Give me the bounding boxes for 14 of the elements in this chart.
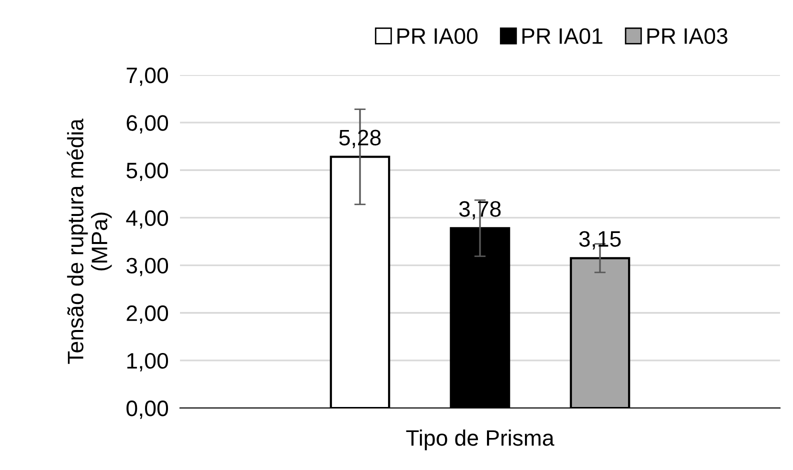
y-tick-label: 6,00 xyxy=(126,115,168,134)
data-label: 3,15 xyxy=(579,231,621,250)
y-tick-label: 7,00 xyxy=(126,68,168,86)
legend-label: PR IA01 xyxy=(522,28,602,44)
y-tick-label: 5,00 xyxy=(126,162,168,182)
legend-label: PR IA00 xyxy=(397,28,478,44)
x-axis-title: Tipo de Prisma xyxy=(406,430,554,450)
y-tick-label: 1,00 xyxy=(127,352,168,372)
y-axis-title: Tensão de ruptura média (MPa) xyxy=(66,118,112,364)
y-tick-label: 4,00 xyxy=(126,210,168,229)
y-tick-label: 0,00 xyxy=(126,400,168,419)
y-tick-label: 2,00 xyxy=(126,305,168,324)
y-tick-label: 3,00 xyxy=(126,258,168,276)
legend-label: PR IA03 xyxy=(647,28,728,44)
